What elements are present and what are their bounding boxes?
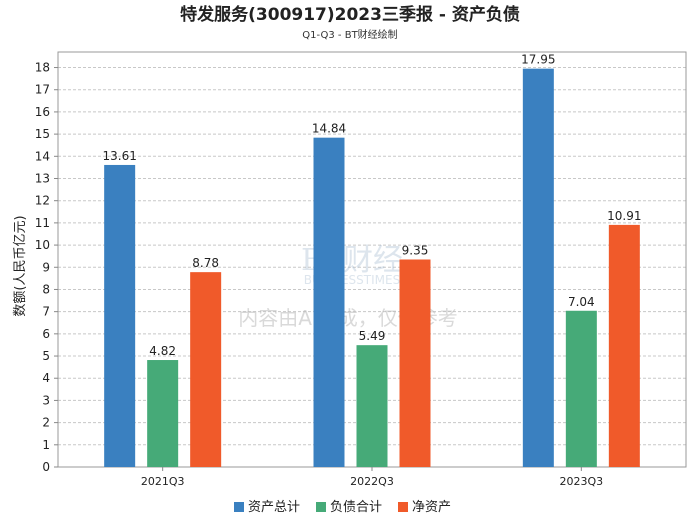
data-label: 10.91 [607, 209, 641, 223]
y-tick-label: 10 [35, 238, 50, 252]
data-label: 13.61 [102, 149, 136, 163]
y-tick-label: 3 [42, 393, 50, 407]
y-tick-label: 4 [42, 371, 50, 385]
bar-资产总计-2022Q3 [313, 137, 345, 468]
legend-label: 资产总计 [248, 500, 300, 515]
bar-净资产-2021Q3 [190, 272, 222, 467]
y-tick-label: 16 [35, 105, 50, 119]
y-tick-label: 14 [35, 149, 50, 163]
y-tick-label: 15 [35, 127, 50, 141]
chart-subtitle: Q1-Q3 - BT财经绘制 [302, 28, 397, 41]
bars [104, 68, 640, 468]
y-tick-label: 13 [35, 171, 50, 185]
y-tick-label: 7 [42, 305, 50, 319]
x-tick-label: 2022Q3 [350, 475, 394, 488]
y-tick-label: 18 [35, 61, 50, 75]
bar-资产总计-2023Q3 [522, 68, 554, 468]
data-label: 5.49 [359, 329, 386, 343]
bar-负债合计-2023Q3 [565, 310, 597, 467]
data-label: 4.82 [149, 344, 176, 358]
data-label: 14.84 [312, 122, 346, 136]
bar-净资产-2023Q3 [608, 224, 640, 467]
bar-资产总计-2021Q3 [104, 164, 136, 467]
y-tick-label: 2 [42, 416, 50, 430]
data-label: 8.78 [192, 256, 219, 270]
y-tick-label: 17 [35, 83, 50, 97]
bar-净资产-2022Q3 [399, 259, 431, 467]
chart-title: 特发服务(300917)2023三季报 - 资产负债 [180, 4, 520, 25]
bar-负债合计-2022Q3 [356, 345, 388, 467]
y-tick-label: 0 [42, 460, 50, 474]
y-axis-label: 数额(人民币亿元) [13, 215, 28, 316]
y-tick-label: 6 [42, 327, 50, 341]
x-tick-label: 2021Q3 [141, 475, 185, 488]
y-tick-label: 12 [35, 194, 50, 208]
legend-label: 净资产 [412, 500, 451, 515]
data-labels: 13.61 4.82 8.78 14.84 5.49 9.35 17.95 7.04 10.91 [102, 53, 641, 358]
legend-swatch [234, 502, 244, 512]
data-label: 7.04 [568, 295, 595, 309]
data-label: 9.35 [402, 244, 429, 258]
x-tick-label: 2023Q3 [560, 475, 604, 488]
legend-swatch [398, 502, 408, 512]
bar-负债合计-2021Q3 [147, 360, 179, 467]
legend-label: 负债合计 [330, 500, 382, 515]
y-tick-label: 8 [42, 282, 50, 296]
y-tick-label: 5 [42, 349, 50, 363]
y-tick-label: 9 [42, 260, 50, 274]
y-tick-label: 1 [42, 438, 50, 452]
y-tick-label: 11 [35, 216, 50, 230]
legend-swatch [316, 502, 326, 512]
data-label: 17.95 [521, 53, 555, 67]
legend: 资产总计 负债合计 净资产 [234, 500, 451, 515]
